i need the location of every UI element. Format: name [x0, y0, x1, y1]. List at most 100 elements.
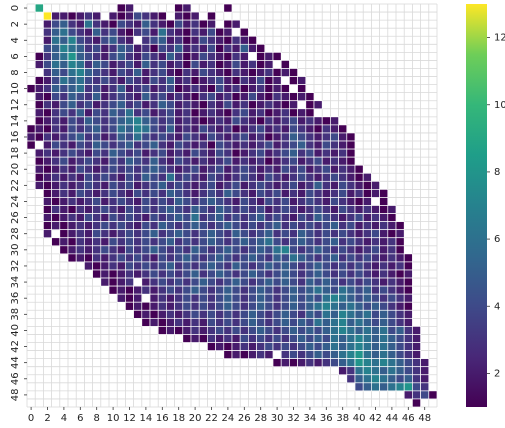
heatmap-cell: [280, 84, 290, 94]
heatmap-cell: [182, 108, 192, 118]
heatmap-cell: [34, 84, 44, 94]
heatmap-cell: [215, 269, 225, 279]
heatmap-cell: [297, 205, 307, 214]
y-tick-label: 40: [10, 324, 21, 337]
heatmap-cell: [174, 60, 184, 69]
heatmap-cell: [223, 293, 233, 303]
heatmap-cell: [280, 124, 290, 134]
heatmap-cell: [371, 245, 380, 255]
x-tick-label: 10: [107, 413, 120, 424]
heatmap-cell: [108, 261, 118, 271]
heatmap-cell: [338, 301, 348, 311]
heatmap-cell: [207, 277, 216, 287]
heatmap-cell: [190, 76, 200, 85]
heatmap-cell: [166, 253, 175, 263]
heatmap-cell: [395, 293, 405, 303]
heatmap-cell: [198, 19, 208, 29]
heatmap-cell: [256, 68, 266, 77]
heatmap-cell: [207, 269, 216, 279]
heatmap-cell: [346, 326, 356, 335]
heatmap-cell: [256, 213, 266, 222]
heatmap-cell: [125, 140, 134, 150]
heatmap-cell: [116, 116, 126, 126]
heatmap-cell: [84, 229, 93, 239]
heatmap-cell: [51, 140, 61, 150]
heatmap-cell: [321, 350, 331, 359]
heatmap-cell: [67, 221, 77, 231]
heatmap-cell: [166, 326, 175, 335]
heatmap-cell: [239, 301, 249, 311]
heatmap-cell: [215, 76, 225, 85]
heatmap-cell: [362, 350, 372, 359]
heatmap-cell: [313, 132, 323, 142]
heatmap-cell: [182, 148, 192, 158]
heatmap-cell: [371, 334, 380, 343]
heatmap-cell: [346, 140, 356, 150]
heatmap-cell: [239, 285, 249, 295]
heatmap-cell: [125, 132, 134, 142]
heatmap-cell: [26, 132, 36, 142]
heatmap-cell: [207, 76, 216, 85]
heatmap-cell: [256, 334, 266, 343]
heatmap-cell: [280, 189, 290, 198]
heatmap-cell: [338, 269, 348, 279]
heatmap-cell: [141, 60, 151, 69]
heatmap-cell: [133, 164, 143, 174]
heatmap-cell: [149, 164, 159, 174]
heatmap-cell: [223, 197, 233, 206]
heatmap-cell: [59, 124, 69, 134]
heatmap-cell: [403, 382, 413, 392]
heatmap-cell: [182, 156, 192, 166]
heatmap-cell: [198, 334, 208, 343]
heatmap-cell: [280, 116, 290, 126]
heatmap-cell: [190, 317, 200, 327]
heatmap-cell: [338, 342, 348, 351]
x-tick-label: 42: [369, 413, 382, 424]
heatmap-cell: [354, 285, 364, 295]
heatmap-cell: [223, 156, 233, 166]
heatmap-cell: [362, 301, 372, 311]
heatmap-cell: [387, 293, 397, 303]
heatmap-cell: [280, 148, 290, 158]
heatmap-cell: [43, 68, 52, 77]
heatmap-cell: [215, 43, 225, 53]
heatmap-cell: [289, 140, 298, 150]
heatmap-cell: [371, 237, 380, 247]
heatmap-cell: [321, 156, 331, 166]
heatmap-cell: [207, 60, 216, 69]
heatmap-cell: [43, 221, 52, 231]
heatmap-cell: [248, 140, 257, 150]
heatmap-cell: [157, 301, 167, 311]
heatmap-cell: [166, 293, 175, 303]
heatmap-cell: [116, 213, 126, 222]
heatmap-cell: [166, 100, 175, 110]
heatmap-cell: [100, 148, 110, 158]
heatmap-cell: [133, 261, 143, 271]
heatmap-cell: [321, 245, 331, 255]
heatmap-cell: [84, 27, 93, 37]
heatmap-cell: [125, 92, 134, 102]
heatmap-cell: [67, 76, 77, 85]
heatmap-cell: [116, 164, 126, 174]
heatmap-cell: [125, 52, 134, 61]
heatmap-cell: [67, 35, 77, 45]
heatmap-cell: [321, 221, 331, 231]
heatmap-cell: [362, 293, 372, 303]
heatmap-cell: [403, 350, 413, 359]
heatmap-cell: [125, 180, 134, 190]
heatmap-cell: [34, 156, 44, 166]
heatmap-cell: [371, 205, 380, 214]
heatmap-cell: [116, 277, 126, 287]
heatmap-cell: [157, 180, 167, 190]
heatmap-cell: [207, 27, 216, 37]
heatmap-cell: [371, 285, 380, 295]
heatmap-cell: [84, 148, 93, 158]
heatmap-cell: [239, 172, 249, 182]
heatmap-cell: [346, 317, 356, 327]
heatmap-cell: [198, 245, 208, 255]
heatmap-cell: [133, 132, 143, 142]
heatmap-cell: [338, 180, 348, 190]
heatmap-cell: [116, 172, 126, 182]
heatmap-cell: [338, 277, 348, 287]
heatmap-cell: [141, 180, 151, 190]
